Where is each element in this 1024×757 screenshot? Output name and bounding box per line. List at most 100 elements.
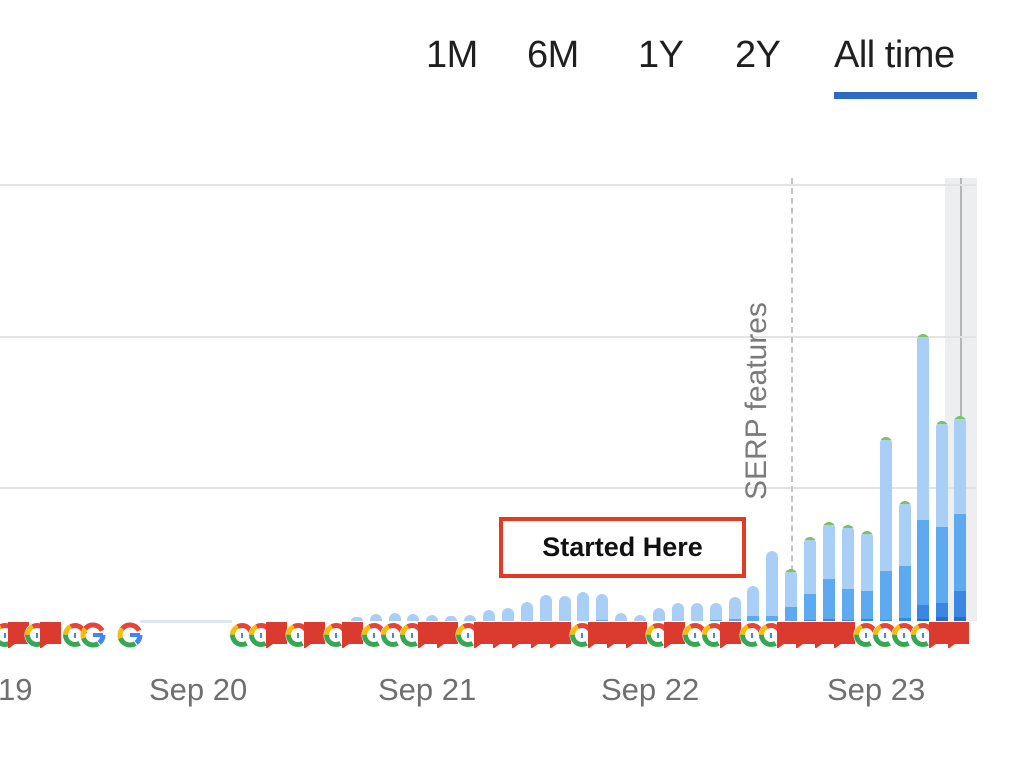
bar[interactable] <box>596 594 608 621</box>
note-flag-icon[interactable] <box>626 622 652 649</box>
range-tab-1y[interactable]: 1Y <box>638 34 684 76</box>
note-flag-icon[interactable] <box>777 622 803 649</box>
bar[interactable] <box>559 596 571 621</box>
bar-segment <box>464 615 476 621</box>
bar-segment <box>954 416 966 514</box>
note-flag-icon[interactable] <box>929 622 955 649</box>
note-flag-icon[interactable] <box>948 622 974 649</box>
note-flag-icon[interactable] <box>493 622 519 649</box>
bar-segment <box>861 619 873 621</box>
google-update-icon[interactable] <box>853 622 879 648</box>
note-flag-icon[interactable] <box>418 622 444 649</box>
bar-segment <box>766 551 778 616</box>
gridline <box>0 184 976 186</box>
note-flag-icon[interactable] <box>40 622 66 649</box>
bar[interactable] <box>917 334 929 621</box>
bar[interactable] <box>615 613 627 621</box>
bar[interactable] <box>785 569 797 621</box>
google-update-icon[interactable] <box>891 622 917 648</box>
bar-segment <box>823 619 835 621</box>
google-update-icon[interactable] <box>872 622 898 648</box>
google-logo-icon[interactable] <box>80 622 106 648</box>
google-update-icon[interactable] <box>229 622 255 648</box>
bar[interactable] <box>710 603 722 621</box>
bar-segment <box>917 619 929 621</box>
note-flag-icon[interactable] <box>342 622 368 649</box>
bar[interactable] <box>823 522 835 621</box>
note-flag-icon[interactable] <box>815 622 841 649</box>
gridline <box>0 487 976 489</box>
google-update-icon[interactable] <box>62 622 88 648</box>
range-tab-2y[interactable]: 2Y <box>735 34 781 76</box>
range-tab-all-time[interactable]: All time <box>834 34 955 76</box>
bar[interactable] <box>426 615 438 621</box>
note-flag-icon[interactable] <box>607 622 633 649</box>
bar-segment <box>634 615 646 621</box>
bar[interactable] <box>899 501 911 621</box>
note-flag-icon[interactable] <box>834 622 860 649</box>
note-flag-icon[interactable] <box>588 622 614 649</box>
bar[interactable] <box>691 603 703 621</box>
google-update-icon[interactable] <box>361 622 387 648</box>
bar[interactable] <box>577 592 589 621</box>
bar-segment <box>596 594 608 620</box>
bar-top-cap <box>804 537 816 540</box>
bar[interactable] <box>464 615 476 621</box>
note-flag-icon[interactable] <box>550 622 576 649</box>
bar[interactable] <box>370 614 382 621</box>
bar-segment <box>842 620 854 621</box>
bar-segment <box>861 531 873 591</box>
note-flag-icon[interactable] <box>8 622 34 649</box>
google-update-icon[interactable] <box>682 622 708 648</box>
bar-top-cap <box>842 525 854 528</box>
google-logo-icon[interactable] <box>117 622 143 648</box>
note-flag-icon[interactable] <box>796 622 822 649</box>
range-selector: 1M 6M 1Y 2Y All time <box>0 34 1024 104</box>
bar-segment <box>407 614 419 621</box>
bar-segment <box>899 501 911 566</box>
bar-segment <box>917 605 929 619</box>
note-flag-icon[interactable] <box>720 622 746 649</box>
bar[interactable] <box>880 437 892 621</box>
bar[interactable] <box>351 617 363 621</box>
bar[interactable] <box>502 608 514 621</box>
bar[interactable] <box>483 610 495 621</box>
note-flag-icon[interactable] <box>512 622 538 649</box>
bar[interactable] <box>861 531 873 621</box>
bar[interactable] <box>389 613 401 621</box>
bar-segment <box>917 334 929 520</box>
bar[interactable] <box>634 615 646 621</box>
bar[interactable] <box>936 421 948 621</box>
bar[interactable] <box>766 551 778 621</box>
serp-features-marker-line <box>791 178 793 621</box>
note-flag-icon[interactable] <box>266 622 292 649</box>
note-flag-icon[interactable] <box>437 622 463 649</box>
bar[interactable] <box>804 537 816 621</box>
bar[interactable] <box>407 614 419 621</box>
bar[interactable] <box>842 525 854 621</box>
bar-segment <box>823 579 835 619</box>
range-tab-1m[interactable]: 1M <box>426 34 478 76</box>
bar[interactable] <box>540 595 552 621</box>
bar-segment <box>936 527 948 603</box>
hover-crosshair-line <box>960 178 962 621</box>
bar[interactable] <box>672 603 684 621</box>
range-tab-6m[interactable]: 6M <box>527 34 579 76</box>
google-update-icon[interactable] <box>380 622 406 648</box>
note-flag-icon[interactable] <box>664 622 690 649</box>
bar[interactable] <box>521 602 533 621</box>
bar-segment <box>577 592 589 621</box>
bar-segment <box>710 620 722 621</box>
empty-baseline-segment <box>140 620 232 623</box>
bar[interactable] <box>954 416 966 621</box>
bar-segment <box>389 613 401 621</box>
bar[interactable] <box>747 586 759 621</box>
note-flag-icon[interactable] <box>474 622 500 649</box>
bar[interactable] <box>729 597 741 621</box>
note-flag-icon[interactable] <box>531 622 557 649</box>
google-update-icon[interactable] <box>739 622 765 648</box>
bar-segment <box>804 620 816 621</box>
note-flag-icon[interactable] <box>304 622 330 649</box>
bar[interactable] <box>445 616 457 621</box>
bar[interactable] <box>653 608 665 621</box>
